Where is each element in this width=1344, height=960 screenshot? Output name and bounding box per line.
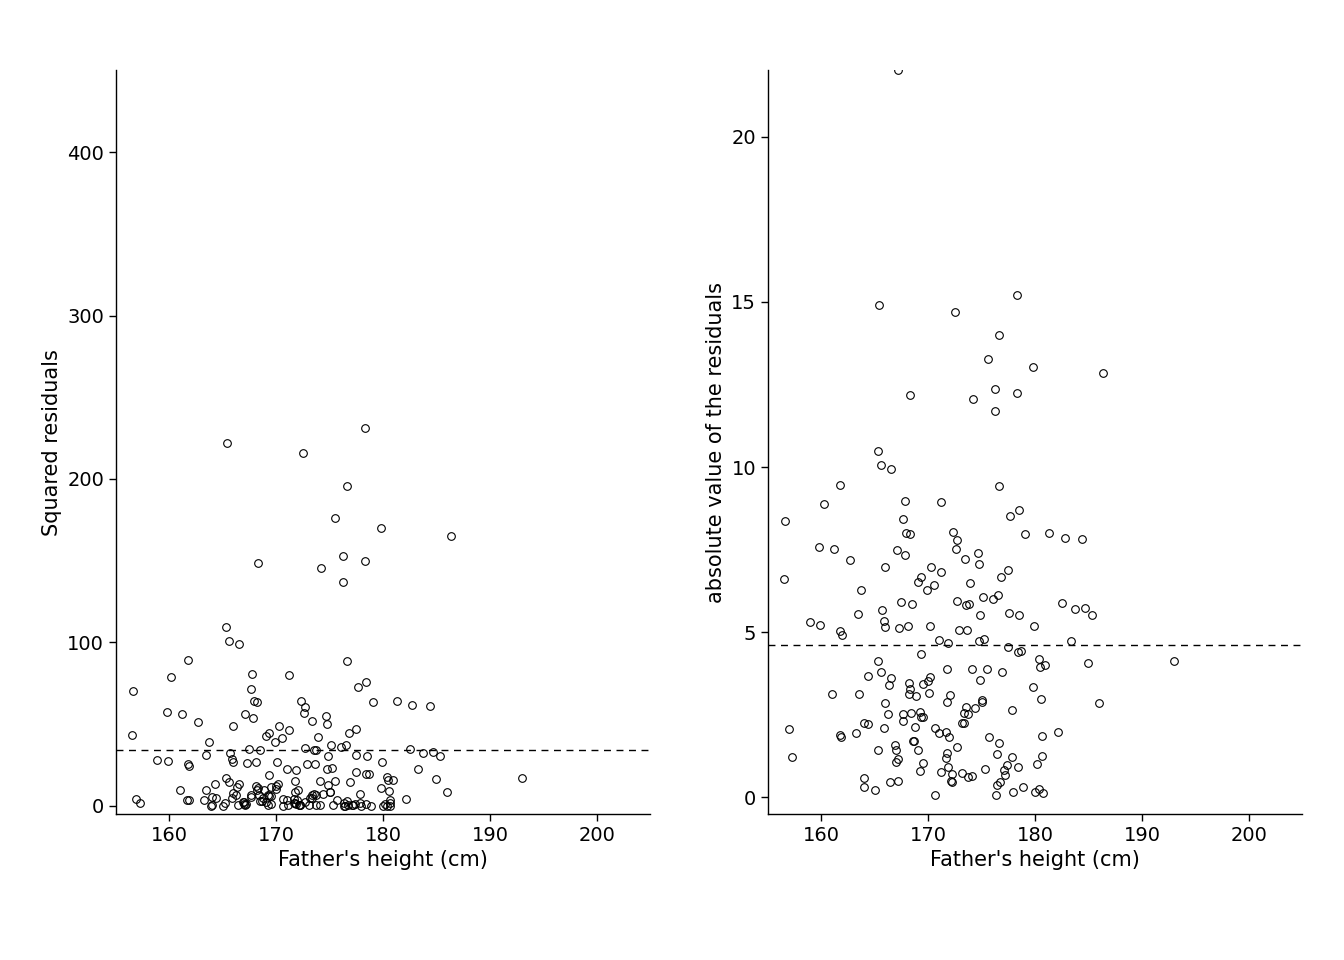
Y-axis label: Squared residuals: Squared residuals	[42, 348, 62, 536]
Y-axis label: absolute value of the residuals: absolute value of the residuals	[706, 281, 726, 603]
X-axis label: Father's height (cm): Father's height (cm)	[930, 851, 1140, 871]
X-axis label: Father's height (cm): Father's height (cm)	[278, 851, 488, 871]
